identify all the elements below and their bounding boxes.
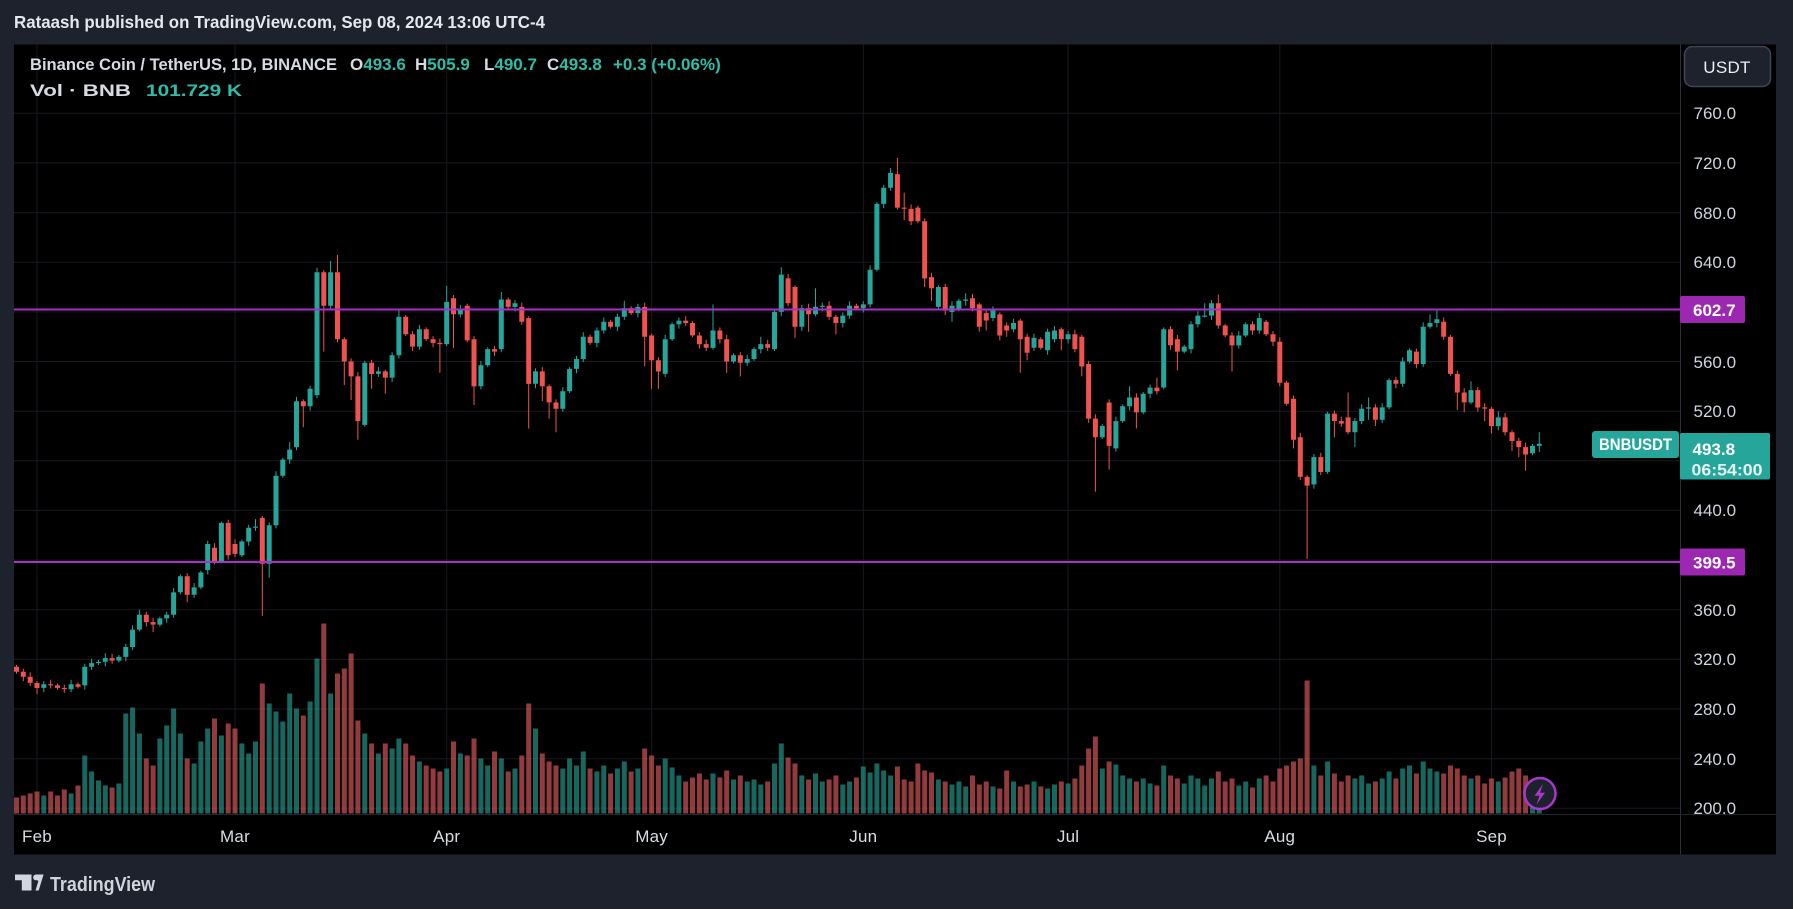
svg-text:602.7: 602.7 bbox=[1693, 301, 1736, 320]
svg-text:Sep: Sep bbox=[1476, 827, 1507, 846]
svg-text:760.0: 760.0 bbox=[1694, 104, 1737, 123]
svg-text:280.0: 280.0 bbox=[1694, 700, 1737, 719]
svg-text:Jul: Jul bbox=[1057, 827, 1079, 846]
svg-text:Rataash published on TradingVi: Rataash published on TradingView.com, Se… bbox=[14, 12, 545, 32]
svg-text:320.0: 320.0 bbox=[1694, 650, 1737, 669]
svg-text:May: May bbox=[635, 827, 668, 846]
svg-text:Mar: Mar bbox=[220, 827, 250, 846]
svg-text:493.8: 493.8 bbox=[1693, 440, 1736, 459]
svg-text:O493.6: O493.6 bbox=[350, 55, 406, 74]
svg-text:H505.9: H505.9 bbox=[415, 55, 470, 74]
svg-text:200.0: 200.0 bbox=[1694, 799, 1737, 818]
svg-text:L490.7: L490.7 bbox=[484, 55, 537, 74]
svg-text:720.0: 720.0 bbox=[1694, 154, 1737, 173]
svg-text:Feb: Feb bbox=[22, 827, 52, 846]
svg-text:Binance Coin / TetherUS, 1D, B: Binance Coin / TetherUS, 1D, BINANCE bbox=[30, 55, 337, 74]
svg-text:640.0: 640.0 bbox=[1694, 253, 1737, 272]
svg-text:+0.3 (+0.06%): +0.3 (+0.06%) bbox=[613, 55, 721, 74]
svg-text:560.0: 560.0 bbox=[1694, 353, 1737, 372]
svg-text:TradingView: TradingView bbox=[50, 874, 155, 896]
svg-text:520.0: 520.0 bbox=[1694, 402, 1737, 421]
svg-text:Jun: Jun bbox=[849, 827, 877, 846]
svg-text:399.5: 399.5 bbox=[1693, 554, 1736, 573]
svg-text:Aug: Aug bbox=[1264, 827, 1295, 846]
svg-text:440.0: 440.0 bbox=[1694, 501, 1737, 520]
svg-text:Apr: Apr bbox=[433, 827, 460, 846]
svg-text:240.0: 240.0 bbox=[1694, 750, 1737, 769]
svg-text:C493.8: C493.8 bbox=[547, 55, 602, 74]
svg-text:USDT: USDT bbox=[1703, 58, 1750, 77]
svg-text:680.0: 680.0 bbox=[1694, 204, 1737, 223]
svg-text:06:54:00: 06:54:00 bbox=[1692, 461, 1763, 480]
svg-text:Vol · BNB: Vol · BNB bbox=[30, 81, 131, 100]
svg-text:101.729 K: 101.729 K bbox=[146, 81, 243, 100]
svg-text:360.0: 360.0 bbox=[1694, 601, 1737, 620]
svg-text:BNBUSDT: BNBUSDT bbox=[1599, 435, 1673, 454]
